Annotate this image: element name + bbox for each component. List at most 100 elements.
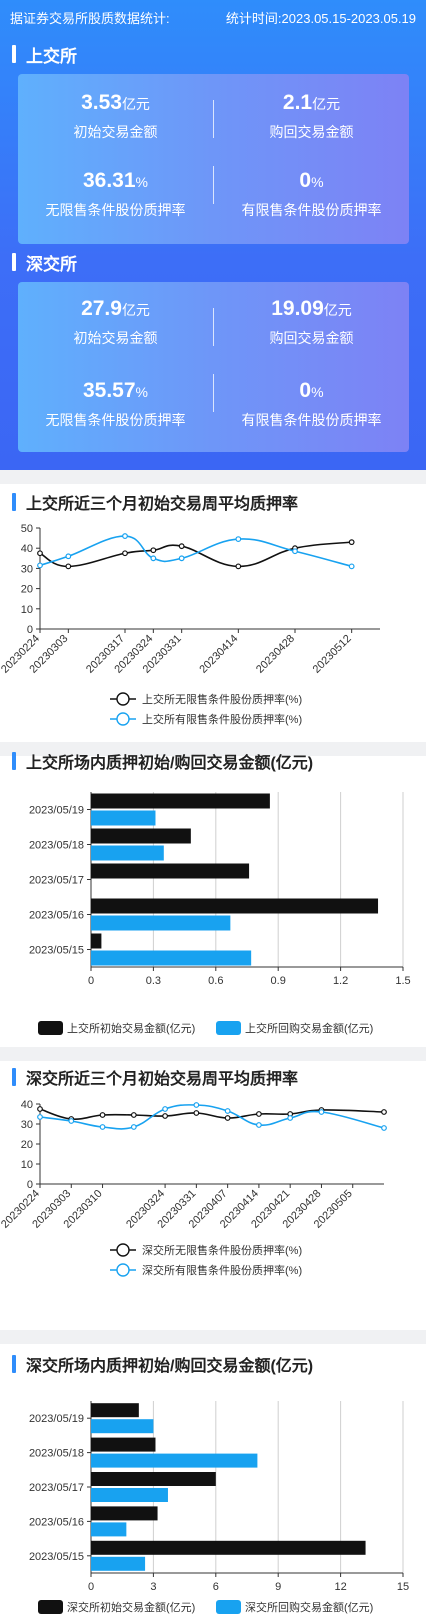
- legend-label: 上交所无限售条件股份质押率(%): [142, 692, 302, 706]
- divider: [213, 100, 214, 138]
- sh-buyback-value: 2.1: [282, 91, 313, 114]
- sz-buyback-stat: 19.09亿元 购回交易金额: [214, 296, 409, 347]
- data-point: [150, 555, 157, 562]
- bar-initial: [91, 933, 102, 949]
- y-tick-label: 2023/05/18: [29, 1448, 84, 1460]
- sz-initial-value: 27.9: [81, 297, 122, 320]
- legend-label: 上交所有限售条件股份质押率(%): [142, 712, 302, 726]
- data-point: [381, 1125, 387, 1131]
- sz-limited-label: 有限售条件股份质押率: [241, 412, 382, 428]
- bar-initial: [91, 1437, 156, 1452]
- bar-initial: [91, 1472, 216, 1486]
- unit: 亿元: [312, 96, 341, 112]
- y-tick-label: 30: [21, 563, 33, 575]
- y-tick-label: 30: [21, 1119, 33, 1131]
- x-tick-label: 12: [334, 1581, 346, 1593]
- series-line: [39, 535, 352, 568]
- y-tick-label: 2023/05/19: [29, 1413, 84, 1425]
- bar-buyback: [91, 950, 252, 966]
- data-point: [256, 1122, 262, 1128]
- sh-limited-value: 0: [299, 169, 312, 192]
- sz-limited-value: 0: [299, 379, 312, 402]
- data-point: [224, 1115, 231, 1121]
- unit: %: [135, 384, 148, 400]
- sz-initial-label: 初始交易金额: [73, 330, 158, 346]
- y-tick-label: 2023/05/16: [29, 1516, 84, 1528]
- data-point: [348, 563, 355, 570]
- chart-title: 深交所近三个月初始交易周平均质押率: [12, 1066, 298, 1088]
- data-point: [178, 543, 185, 550]
- sh-unlimited-value: 36.31: [82, 169, 136, 192]
- sh-buyback-stat: 2.1亿元 购回交易金额: [214, 90, 409, 141]
- data-point: [287, 1115, 294, 1121]
- divider: [213, 374, 214, 412]
- legend-swatch: [216, 1600, 241, 1614]
- bar-initial: [91, 863, 250, 879]
- bar-initial: [91, 1540, 366, 1555]
- section-gap: [0, 1047, 426, 1061]
- x-tick-label: 0: [88, 1581, 94, 1593]
- y-tick-label: 2023/05/15: [29, 945, 84, 957]
- divider: [213, 166, 214, 204]
- x-tick-label: 1.5: [395, 975, 410, 987]
- bar-buyback: [91, 1488, 168, 1502]
- data-point: [65, 553, 72, 560]
- y-tick-label: 0: [27, 624, 33, 636]
- x-tick-label: 20230414: [197, 633, 240, 676]
- sz-buyback-value: 19.09: [271, 297, 324, 320]
- unit: 亿元: [121, 302, 150, 318]
- data-point: [381, 1109, 387, 1115]
- sh-section-title: 上交所: [12, 44, 77, 66]
- section-marker: [12, 1068, 16, 1086]
- data-point: [193, 1110, 200, 1116]
- data-point: [122, 550, 128, 557]
- data-point: [68, 1118, 75, 1124]
- data-point: [348, 539, 355, 546]
- x-tick-label: 15: [397, 1581, 409, 1593]
- legend-swatch: [216, 1021, 241, 1035]
- y-tick-label: 20: [21, 584, 33, 596]
- sh-title-text: 上交所: [26, 46, 77, 66]
- sz-unlimited-stat: 35.57% 无限售条件股份质押率: [18, 378, 213, 429]
- legend-marker: [116, 1243, 130, 1257]
- bar-buyback: [91, 845, 164, 861]
- summary-header: 据证券交易所股质数据统计: 统计时间:2023.05.15-2023.05.19: [0, 0, 426, 34]
- sz-unlimited-value: 35.57: [82, 379, 136, 402]
- section-marker: [12, 253, 16, 271]
- legend-swatch: [38, 1600, 63, 1614]
- chart-title: 深交所场内质押初始/购回交易金额(亿元): [12, 1353, 313, 1375]
- data-point: [130, 1124, 137, 1130]
- legend-label: 深交所初始交易金额(亿元): [67, 1600, 195, 1614]
- unit: %: [311, 174, 324, 190]
- legend-swatch: [38, 1021, 63, 1035]
- sz-initial-stat: 27.9亿元 初始交易金额: [18, 296, 213, 347]
- data-point: [162, 1113, 168, 1119]
- data-point: [235, 563, 242, 570]
- x-tick-label: 0.9: [271, 975, 286, 987]
- divider: [213, 308, 214, 346]
- sh-limited-label: 有限售条件股份质押率: [241, 202, 382, 218]
- bar-buyback: [91, 810, 156, 826]
- x-tick-label: 0: [88, 975, 94, 987]
- section-gap: [0, 470, 426, 484]
- data-point: [37, 1114, 43, 1120]
- sz-trade-amount-bar-chart: 0 3 6 9 12 15 2023/05/19 2023/05/18 2023/05/17 20…: [29, 1401, 409, 1614]
- section-marker: [12, 493, 16, 511]
- bar-buyback: [91, 915, 231, 931]
- chart-title: 上交所近三个月初始交易周平均质押率: [12, 491, 298, 513]
- unit: 亿元: [323, 302, 352, 318]
- data-point: [37, 1106, 43, 1112]
- x-tick-label: 1.2: [333, 975, 348, 987]
- legend-label: 上交所回购交易金额(亿元): [245, 1021, 373, 1035]
- y-tick-label: 10: [21, 1159, 33, 1171]
- bar-initial: [91, 1403, 139, 1418]
- y-tick-label: 50: [21, 523, 33, 535]
- bar-initial: [91, 828, 191, 844]
- chart-title-text: 深交所场内质押初始/购回交易金额(亿元): [26, 1358, 314, 1375]
- sh-stats-card: 3.53亿元 初始交易金额 2.1亿元 购回交易金额 36.31% 无限售条件股…: [18, 74, 409, 244]
- section-gap: [0, 1330, 426, 1344]
- sz-stats-card: 27.9亿元 初始交易金额 19.09亿元 购回交易金额 35.57% 无限售条…: [18, 282, 409, 452]
- legend-marker: [116, 1263, 130, 1277]
